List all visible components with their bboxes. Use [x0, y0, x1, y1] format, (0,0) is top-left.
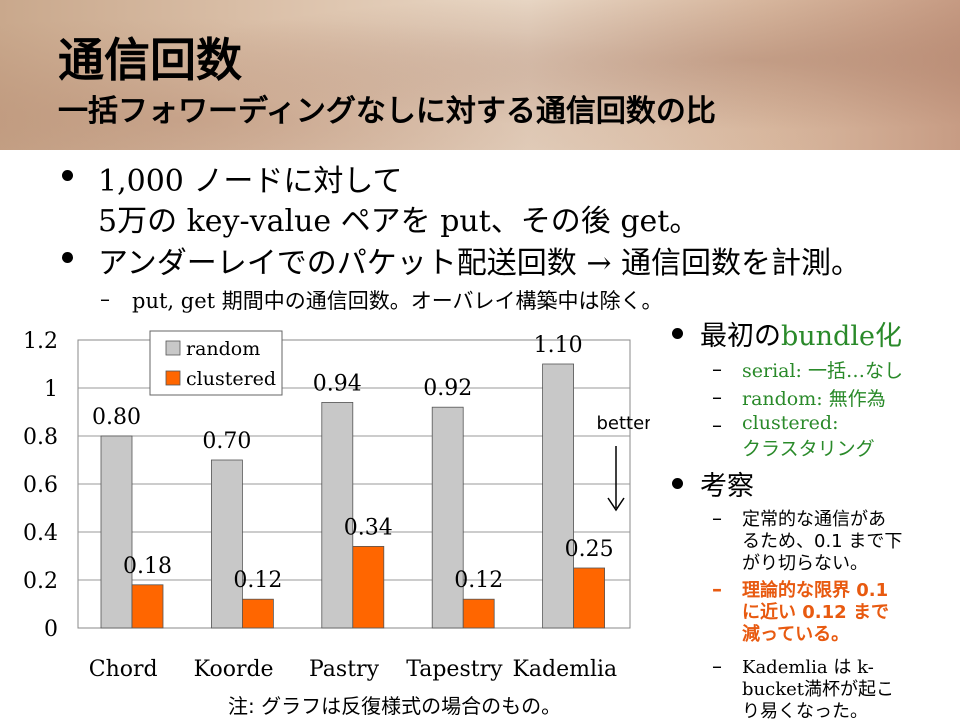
data-label: 1.10 — [534, 333, 583, 358]
x-tick-label: Chord — [89, 657, 158, 682]
bar-random — [542, 363, 574, 629]
right-bullet-1: 最初のbundle化 — [700, 314, 902, 353]
bundle-item-clustered: clustered: — [742, 412, 839, 434]
bar-clustered — [352, 545, 385, 629]
data-label: 0.18 — [123, 554, 172, 579]
header-banner — [0, 0, 960, 150]
dash-marker: – — [712, 413, 722, 437]
consideration-3-l1: Kademlia は k- — [742, 657, 874, 678]
consideration-2-l3: 減っている。 — [742, 624, 850, 645]
page-title: 通信回数 — [58, 33, 242, 87]
dash-marker: – — [712, 506, 722, 530]
consideration-2-l1: 理論的な限界 0.1 — [742, 580, 889, 601]
bar-random — [321, 402, 354, 629]
data-label: 0.12 — [454, 568, 503, 593]
bullet-2: アンダーレイでのパケット配送回数 → 通信回数を計測。 — [98, 246, 862, 281]
consideration-2-l2: に近い 0.12 まで — [742, 602, 889, 623]
dash-marker: – — [712, 385, 722, 409]
better-arrow-head — [607, 497, 625, 512]
legend-swatch-random — [165, 340, 181, 356]
bar-random — [210, 459, 243, 629]
y-tick-label: 1.2 — [23, 329, 58, 354]
sub-bullet: put, get 期間中の通信回数。オーバレイ構築中は除く。 — [132, 289, 663, 313]
data-label: 0.94 — [313, 371, 362, 396]
dash-marker: – — [712, 654, 722, 678]
better-annotation: better — [596, 413, 650, 434]
chart-note: 注: グラフは反復様式の場合のもの。 — [228, 694, 562, 718]
consideration-3-l3: り易くなった。 — [742, 701, 868, 722]
bar-random — [431, 406, 464, 629]
bundle-item-clustered-desc: クラスタリング — [742, 438, 875, 460]
right-bullet-1-text: 最初のbundle化 — [700, 321, 902, 352]
bar-clustered — [241, 598, 274, 629]
bar-clustered — [573, 567, 605, 629]
bullet-1-line1: 1,000 ノードに対して — [98, 164, 403, 199]
y-tick-label: 0.2 — [23, 569, 58, 594]
dash-marker: – — [712, 357, 722, 381]
bullet-1-line2: 5万の key-value ペアを put、その後 get。 — [98, 204, 700, 239]
legend-label-random: random — [186, 338, 260, 360]
page-subtitle: 一括フォワーディングなしに対する通信回数の比 — [58, 94, 716, 129]
bullet-dot — [62, 170, 73, 181]
data-label: 0.80 — [92, 405, 141, 430]
y-tick-label: 0.6 — [23, 473, 58, 498]
x-tick-label: Koorde — [194, 657, 274, 682]
bullet-dot — [62, 252, 73, 263]
data-label: 0.25 — [565, 537, 614, 562]
y-tick-label: 0 — [44, 617, 58, 642]
consideration-1-l3: がり切らない。 — [742, 553, 868, 574]
y-tick-label: 0.4 — [23, 521, 58, 546]
legend-label-clustered: clustered — [186, 368, 276, 390]
data-label: 0.34 — [344, 515, 393, 540]
data-label: 0.70 — [202, 429, 251, 454]
x-tick-label: Kademlia — [512, 657, 617, 682]
data-label: 0.12 — [233, 568, 282, 593]
y-tick-label: 1 — [44, 377, 58, 402]
dash-marker: – — [100, 287, 110, 311]
data-label: 0.92 — [423, 376, 472, 401]
y-tick-label: 0.8 — [23, 425, 58, 450]
consideration-1-l1: 定常的な通信があ — [742, 509, 886, 530]
bundle-item-serial: serial: 一括…なし — [742, 360, 903, 382]
bar-clustered — [131, 584, 164, 629]
legend-swatch-clustered — [165, 370, 181, 386]
bar-random — [100, 435, 133, 629]
x-tick-label: Pastry — [309, 657, 380, 682]
consideration-3-l2: bucket満杯が起こ — [742, 679, 894, 700]
bar-chart: 0 0.2 0.4 0.6 0.8 1 1.2 0.80 0.18 Chord 0.70 0.12 Ko… — [23, 329, 650, 682]
bar-clustered — [462, 598, 495, 629]
consideration-1-l2: るため、0.1 まで下 — [742, 531, 903, 552]
bundle-item-random: random: 無作為 — [742, 388, 886, 410]
x-tick-label: Tapestry — [406, 657, 503, 682]
dash-marker: – — [712, 577, 722, 601]
right-bullet-2: 考察 — [700, 471, 754, 502]
bullet-dot — [672, 478, 683, 489]
bullet-dot — [672, 328, 683, 339]
